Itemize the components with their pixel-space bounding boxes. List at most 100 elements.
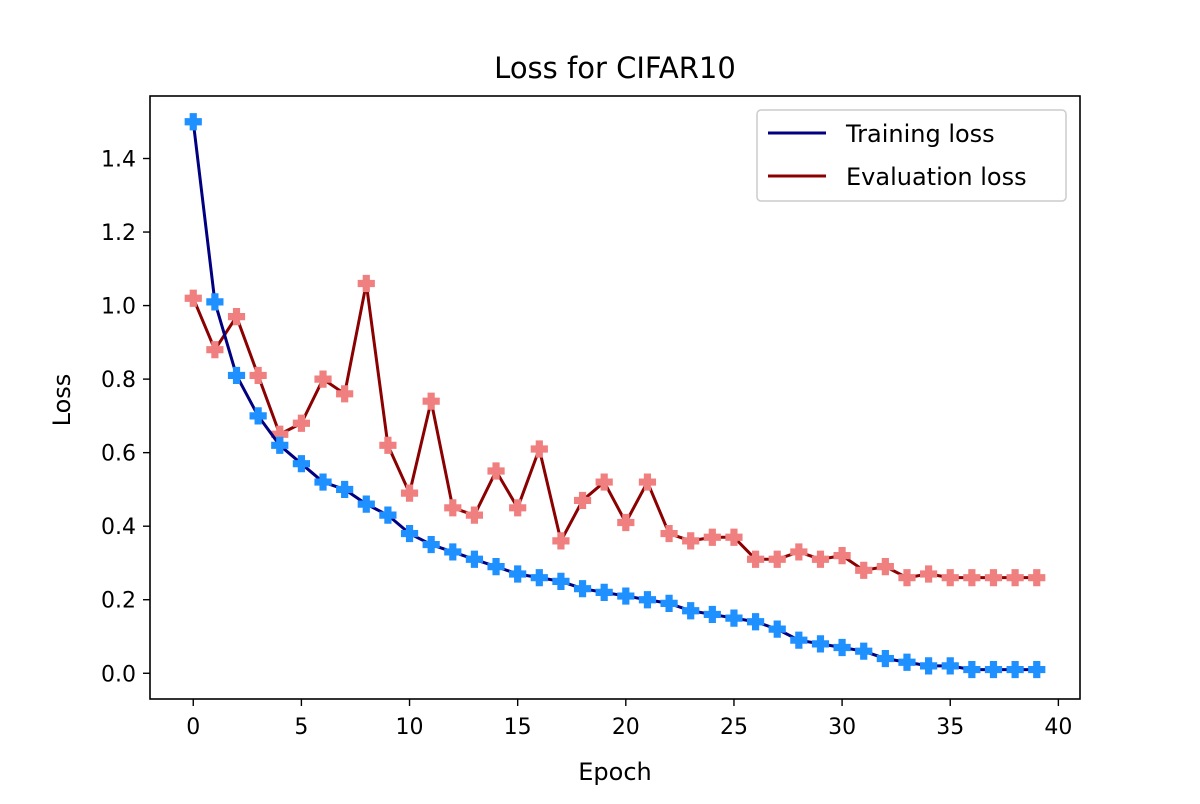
evaluation-loss-point <box>768 550 786 568</box>
evaluation-loss-point <box>422 392 440 410</box>
y-tick-label: 0.0 <box>101 662 136 687</box>
evaluation-loss-point <box>292 414 310 432</box>
training-loss-point <box>487 558 505 576</box>
training-loss-point <box>552 572 570 590</box>
evaluation-loss-point <box>855 561 873 579</box>
evaluation-loss-point <box>552 532 570 550</box>
evaluation-loss-point <box>573 491 592 510</box>
training-loss-point <box>1028 660 1046 679</box>
evaluation-loss-point <box>638 473 657 491</box>
evaluation-loss-point <box>920 565 938 583</box>
legend-box <box>756 109 1067 202</box>
training-loss-point <box>271 436 289 454</box>
legend-label-evaluation-loss: Evaluation loss <box>846 163 1027 191</box>
evaluation-loss-point <box>725 528 743 546</box>
training-loss-point <box>876 649 894 668</box>
training-loss-point <box>206 293 224 311</box>
training-loss-point <box>400 524 419 543</box>
evaluation-loss-point <box>833 547 851 565</box>
training-loss-point <box>941 657 959 675</box>
chart-title: Loss for CIFAR10 <box>494 51 736 85</box>
evaluation-loss-point <box>271 425 289 443</box>
training-loss-point <box>638 591 657 609</box>
x-axis-ticks: 0 5 10 15 20 25 30 35 40 <box>186 699 1072 740</box>
evaluation-loss-point <box>314 370 332 388</box>
x-tick-label: 25 <box>720 715 748 740</box>
evaluation-loss-point <box>898 569 916 587</box>
evaluation-loss-point <box>400 484 419 502</box>
evaluation-loss-point <box>984 569 1003 587</box>
evaluation-loss-point <box>660 524 678 543</box>
y-tick-label: 0.8 <box>101 368 136 393</box>
training-loss-point <box>465 550 484 568</box>
evaluation-loss-point <box>206 341 224 359</box>
x-tick-label: 15 <box>504 715 532 740</box>
training-loss-point <box>855 642 873 660</box>
x-tick-label: 40 <box>1044 715 1072 740</box>
training-loss-point <box>703 605 721 624</box>
series-training-loss <box>184 113 1046 679</box>
evaluation-loss-point <box>357 274 375 293</box>
training-loss-point <box>725 609 743 627</box>
evaluation-loss-point <box>1006 569 1024 587</box>
training-loss-point <box>790 631 808 649</box>
evaluation-loss-point <box>444 499 462 517</box>
training-loss-point <box>184 113 202 131</box>
training-loss-point <box>682 602 700 620</box>
training-loss-point <box>227 366 246 385</box>
evaluation-loss-point <box>790 543 808 561</box>
y-tick-label: 1.4 <box>101 148 136 173</box>
training-loss-point <box>811 635 830 653</box>
legend: Training loss Evaluation loss <box>756 109 1067 202</box>
evaluation-loss-point <box>227 308 246 326</box>
training-loss-point <box>984 660 1003 679</box>
evaluation-loss-point <box>379 436 397 454</box>
training-loss-point <box>573 580 592 598</box>
y-tick-label: 1.2 <box>101 221 136 246</box>
training-loss-point <box>617 587 635 605</box>
training-loss-point <box>660 594 678 613</box>
evaluation-loss-point <box>746 550 765 568</box>
x-tick-label: 10 <box>396 715 424 740</box>
evaluation-loss-point <box>876 558 894 576</box>
training-loss-point <box>444 543 462 561</box>
x-tick-label: 35 <box>936 715 964 740</box>
training-loss-point <box>249 407 267 425</box>
training-loss-point <box>530 569 548 587</box>
plot-frame <box>149 95 1081 700</box>
training-loss-point <box>1006 660 1024 679</box>
evaluation-loss-point <box>963 569 981 587</box>
training-loss-point <box>963 660 981 679</box>
y-tick-label: 0.2 <box>101 589 136 614</box>
evaluation-loss-line <box>191 282 1037 580</box>
y-axis-label: Loss <box>48 374 76 427</box>
x-axis-label: Epoch <box>578 758 652 786</box>
evaluation-loss-point <box>509 499 527 517</box>
training-loss-point <box>746 613 765 631</box>
y-tick-label: 0.4 <box>101 515 136 540</box>
evaluation-loss-point <box>465 506 484 524</box>
x-tick-label: 30 <box>828 715 856 740</box>
training-loss-point <box>509 565 527 583</box>
evaluation-loss-point <box>487 462 505 480</box>
y-tick-label: 1.0 <box>101 295 136 320</box>
evaluation-loss-point <box>682 532 700 550</box>
training-loss-point <box>595 583 613 601</box>
evaluation-loss-point <box>249 366 267 385</box>
evaluation-loss-point <box>530 440 548 458</box>
training-loss-point <box>357 495 375 513</box>
training-loss-point <box>833 638 851 657</box>
x-tick-label: 5 <box>294 715 308 740</box>
plot-area <box>184 113 1046 679</box>
evaluation-loss-point <box>941 569 959 587</box>
training-loss-line <box>191 121 1037 672</box>
evaluation-loss-point <box>1028 569 1046 587</box>
evaluation-loss-point <box>811 550 830 568</box>
training-loss-point <box>292 455 310 473</box>
y-axis-ticks: 0.0 0.2 0.4 0.6 0.8 1.0 1.2 1.4 <box>101 148 150 687</box>
evaluation-loss-point <box>184 289 202 307</box>
series-evaluation-loss <box>184 274 1046 587</box>
y-tick-label: 0.6 <box>101 442 136 467</box>
training-loss-point <box>768 620 786 638</box>
